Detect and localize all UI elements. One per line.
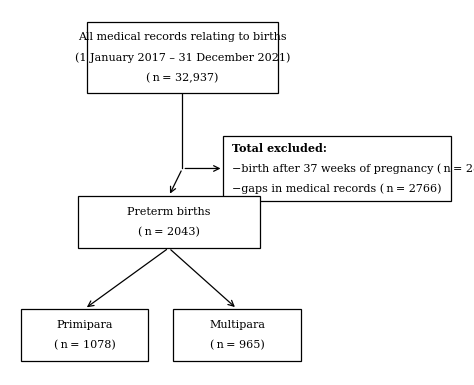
Bar bbox=[87, 22, 278, 93]
Text: −birth after 37 weeks of pregnancy ( n = 28,128),: −birth after 37 weeks of pregnancy ( n =… bbox=[231, 163, 474, 174]
Text: ( n = 32,937): ( n = 32,937) bbox=[146, 73, 219, 83]
Text: ( n = 965): ( n = 965) bbox=[210, 340, 264, 350]
Text: Total excluded:: Total excluded: bbox=[231, 143, 327, 154]
Text: Primipara: Primipara bbox=[56, 320, 113, 330]
Text: ( n = 2043): ( n = 2043) bbox=[138, 227, 200, 238]
Bar bbox=[21, 309, 148, 361]
Text: Preterm births: Preterm births bbox=[127, 207, 210, 217]
Bar bbox=[223, 136, 451, 201]
Text: −gaps in medical records ( n = 2766): −gaps in medical records ( n = 2766) bbox=[231, 184, 441, 194]
Bar bbox=[78, 196, 260, 248]
Text: (1 January 2017 – 31 December 2021): (1 January 2017 – 31 December 2021) bbox=[75, 52, 290, 63]
Text: ( n = 1078): ( n = 1078) bbox=[54, 340, 116, 350]
Text: Multipara: Multipara bbox=[209, 320, 265, 330]
Bar bbox=[173, 309, 301, 361]
Text: All medical records relating to births: All medical records relating to births bbox=[78, 32, 287, 42]
